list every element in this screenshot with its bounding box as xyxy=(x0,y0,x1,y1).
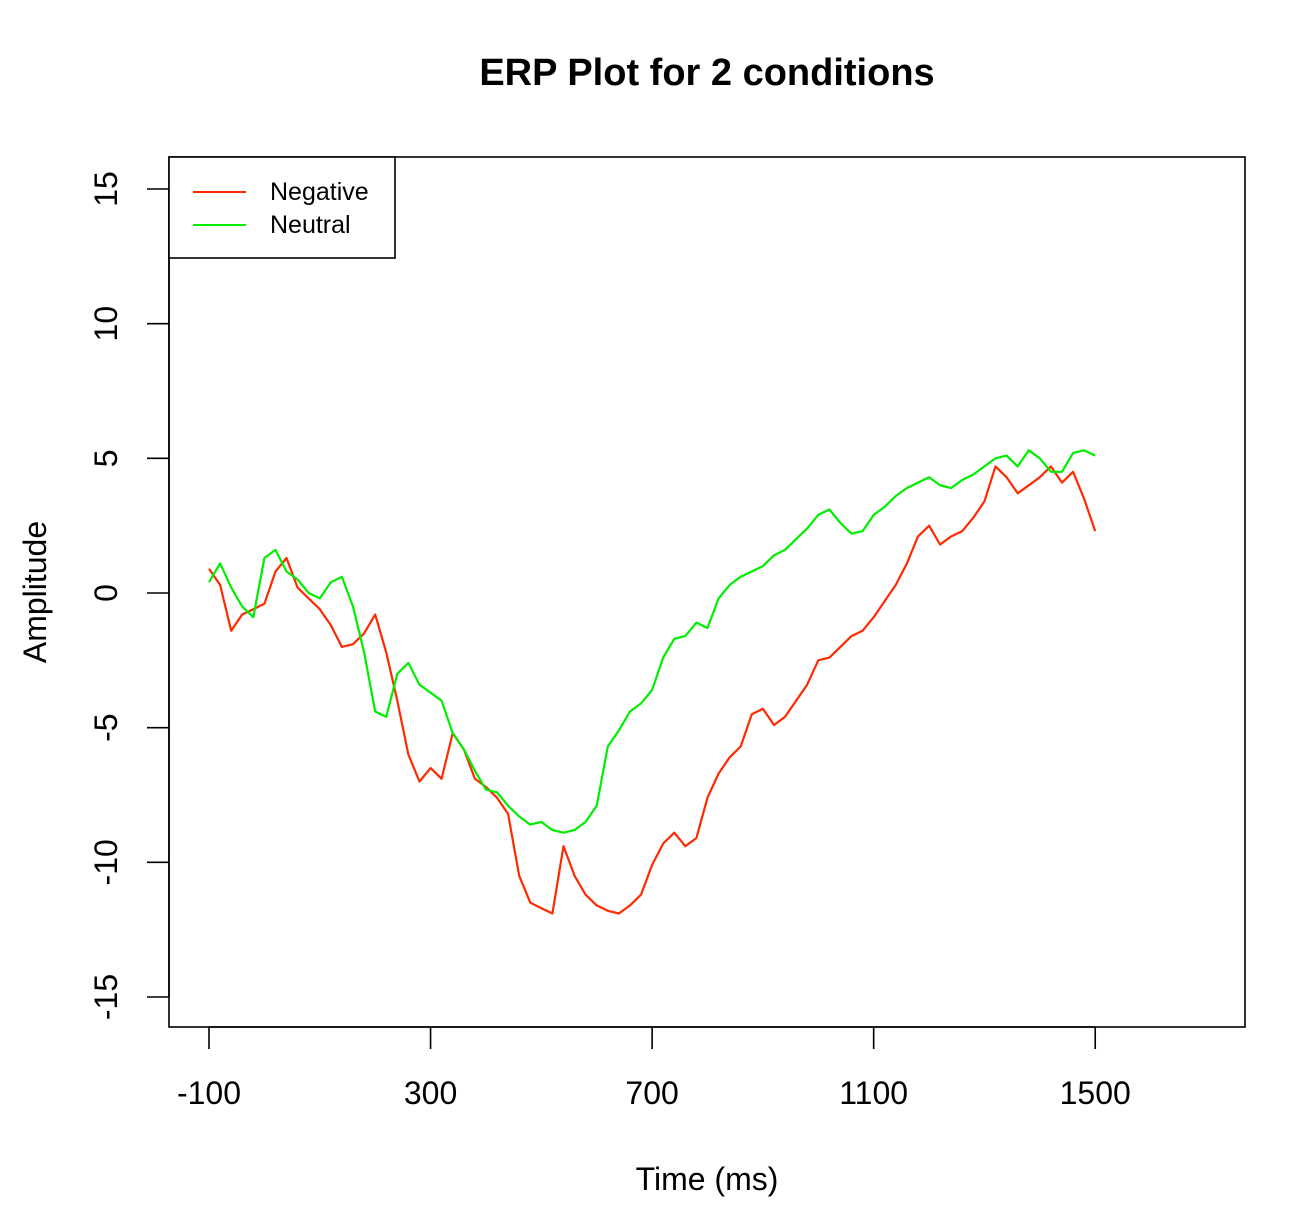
series-line-negative xyxy=(208,465,1097,915)
series-line-neutral xyxy=(208,449,1096,834)
y-tick-label: 0 xyxy=(88,584,124,602)
y-tick-label: 15 xyxy=(88,171,124,207)
plot-frame xyxy=(168,156,1246,1028)
y-tick-label: -10 xyxy=(88,839,124,885)
y-tick-label: 10 xyxy=(88,306,124,342)
x-tick-label: 700 xyxy=(625,1075,678,1111)
x-tick-label: 300 xyxy=(404,1075,457,1111)
y-tick-label: -15 xyxy=(88,974,124,1020)
x-tick-label: 1500 xyxy=(1060,1075,1131,1111)
series-layer xyxy=(208,449,1097,915)
y-tick-label: 5 xyxy=(88,449,124,467)
x-axis: -100 300 700 1100 1500 xyxy=(177,1026,1131,1111)
y-axis: -15 -10 -5 0 5 10 15 xyxy=(88,171,170,1020)
legend-label-negative: Negative xyxy=(270,178,369,206)
legend-label-neutral: Neutral xyxy=(270,211,351,239)
x-axis-label: Time (ms) xyxy=(636,1161,779,1197)
x-tick-label: -100 xyxy=(177,1075,241,1111)
y-tick-label: -5 xyxy=(88,713,124,741)
y-axis-label: Amplitude xyxy=(17,521,53,663)
x-tick-label: 1100 xyxy=(839,1075,908,1111)
chart-title: ERP Plot for 2 conditions xyxy=(479,52,934,94)
legend-box xyxy=(168,156,396,259)
legend: Negative Neutral xyxy=(168,156,396,259)
